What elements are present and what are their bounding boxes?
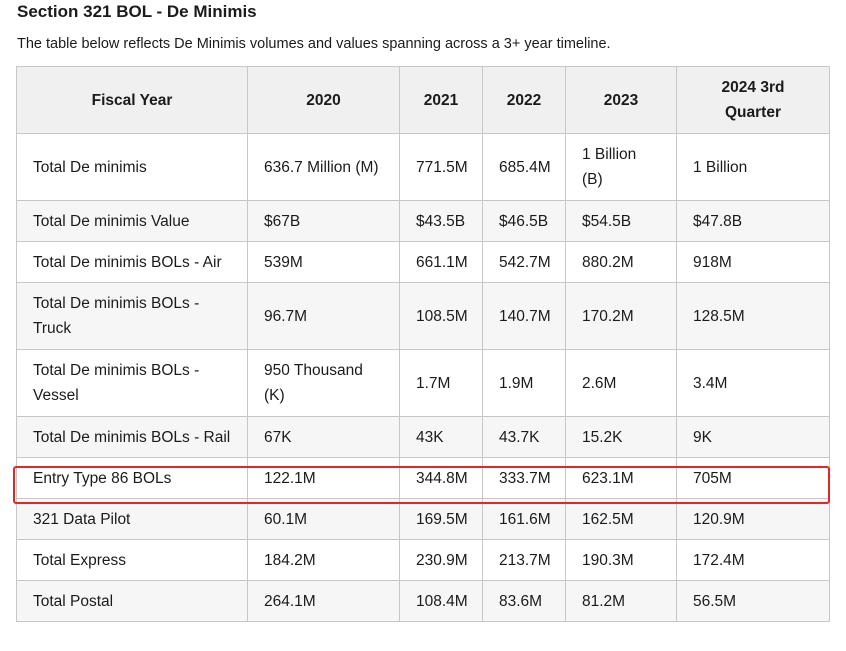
page-title: Section 321 BOL - De Minimis (17, 2, 257, 21)
table-cell: 81.2M (565, 580, 677, 622)
table-cell: 43K (399, 416, 483, 458)
row-label: Total Express (16, 539, 248, 581)
table-cell: 623.1M (565, 457, 677, 499)
table-cell: 771.5M (399, 133, 483, 201)
table-cell: 1 Billion (B) (565, 133, 677, 201)
table-cell: 9K (676, 416, 830, 458)
table-row: Total De minimis Value $67B $43.5B $46.5… (16, 200, 830, 242)
table-cell: 43.7K (482, 416, 566, 458)
row-label: Total Postal (16, 580, 248, 622)
table-cell: 1.7M (399, 349, 483, 417)
table-cell: $46.5B (482, 200, 566, 242)
table-row: Total De minimis BOLs - Rail 67K 43K 43.… (16, 416, 830, 458)
table-cell: 120.9M (676, 498, 830, 540)
table-cell: 685.4M (482, 133, 566, 201)
table-cell: 230.9M (399, 539, 483, 581)
row-label: Total De minimis BOLs - Rail (16, 416, 248, 458)
table-cell: 67K (247, 416, 400, 458)
table-cell: 880.2M (565, 241, 677, 283)
table-row: Total De minimis BOLs - Vessel 950 Thous… (16, 349, 830, 417)
table-cell: $43.5B (399, 200, 483, 242)
table-cell: 161.6M (482, 498, 566, 540)
table-cell: 2.6M (565, 349, 677, 417)
table-cell: 140.7M (482, 282, 566, 350)
table-cell: $67B (247, 200, 400, 242)
table-cell: 264.1M (247, 580, 400, 622)
header-2024-q3: 2024 3rd Quarter (676, 66, 830, 134)
table-cell: 344.8M (399, 457, 483, 499)
table-row: 321 Data Pilot 60.1M 169.5M 161.6M 162.5… (16, 498, 830, 540)
table-cell: 128.5M (676, 282, 830, 350)
table-row: Total Express 184.2M 230.9M 213.7M 190.3… (16, 539, 830, 581)
header-2021: 2021 (399, 66, 483, 134)
table-cell: 83.6M (482, 580, 566, 622)
table-cell: 705M (676, 457, 830, 499)
row-label: Total De minimis Value (16, 200, 248, 242)
table-cell: 1.9M (482, 349, 566, 417)
table-cell: 3.4M (676, 349, 830, 417)
table-cell: 950 Thousand (K) (247, 349, 400, 417)
table-cell: 108.5M (399, 282, 483, 350)
table-cell: 190.3M (565, 539, 677, 581)
table-row: Total Postal 264.1M 108.4M 83.6M 81.2M 5… (16, 580, 830, 622)
table-cell: 15.2K (565, 416, 677, 458)
header-2020: 2020 (247, 66, 400, 134)
row-label: Total De minimis BOLs - Air (16, 241, 248, 283)
row-label: Entry Type 86 BOLs (16, 457, 248, 499)
row-label: 321 Data Pilot (16, 498, 248, 540)
table-header-row: Fiscal Year 2020 2021 2022 2023 2024 3rd… (16, 66, 830, 134)
table-cell: 170.2M (565, 282, 677, 350)
table-cell: 172.4M (676, 539, 830, 581)
table-cell: 213.7M (482, 539, 566, 581)
table-cell: $47.8B (676, 200, 830, 242)
table-cell: 661.1M (399, 241, 483, 283)
header-2022: 2022 (482, 66, 566, 134)
table-row: Total De minimis BOLs - Truck 96.7M 108.… (16, 282, 830, 350)
table-cell: 1 Billion (676, 133, 830, 201)
table-cell: 56.5M (676, 580, 830, 622)
page-subtitle: The table below reflects De Minimis volu… (17, 36, 611, 52)
table-cell: $54.5B (565, 200, 677, 242)
table-cell: 96.7M (247, 282, 400, 350)
table-cell: 169.5M (399, 498, 483, 540)
row-label: Total De minimis (16, 133, 248, 201)
table-cell: 60.1M (247, 498, 400, 540)
table-cell: 162.5M (565, 498, 677, 540)
table-cell: 333.7M (482, 457, 566, 499)
table-row: Total De minimis 636.7 Million (M) 771.5… (16, 133, 830, 201)
table-cell: 108.4M (399, 580, 483, 622)
table-row-highlighted: Entry Type 86 BOLs 122.1M 344.8M 333.7M … (16, 457, 830, 499)
row-label: Total De minimis BOLs - Truck (16, 282, 248, 350)
table-cell: 636.7 Million (M) (247, 133, 400, 201)
table-cell: 122.1M (247, 457, 400, 499)
table-cell: 539M (247, 241, 400, 283)
header-fiscal-year: Fiscal Year (16, 66, 248, 134)
row-label: Total De minimis BOLs - Vessel (16, 349, 248, 417)
table-cell: 184.2M (247, 539, 400, 581)
table-cell: 918M (676, 241, 830, 283)
table-row: Total De minimis BOLs - Air 539M 661.1M … (16, 241, 830, 283)
de-minimis-table: Fiscal Year 2020 2021 2022 2023 2024 3rd… (16, 66, 830, 622)
table-cell: 542.7M (482, 241, 566, 283)
header-2023: 2023 (565, 66, 677, 134)
